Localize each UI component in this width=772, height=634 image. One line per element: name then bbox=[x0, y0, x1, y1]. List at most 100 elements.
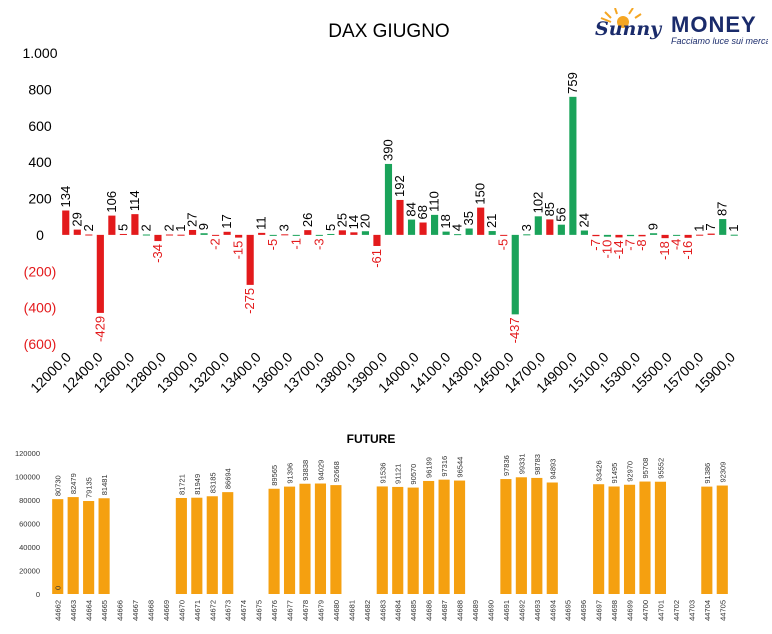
dax-data-label: 7 bbox=[703, 223, 718, 230]
future-data-label: 80730 bbox=[54, 475, 63, 496]
dax-bar bbox=[327, 233, 335, 235]
dax-bar bbox=[603, 234, 612, 237]
future-bar bbox=[222, 492, 234, 594]
dax-bar bbox=[500, 234, 508, 236]
future-data-label: 99331 bbox=[517, 453, 526, 474]
dax-data-label: -10 bbox=[599, 240, 614, 259]
future-bar bbox=[515, 477, 527, 594]
dax-data-label: 27 bbox=[185, 212, 200, 226]
future-bar bbox=[67, 497, 79, 594]
dax-bar bbox=[223, 231, 231, 235]
dax-chart: DAX GIUGNO 1.000 800 600 400 200 0 (200) (400) (… bbox=[22, 21, 741, 396]
dax-data-label: 1 bbox=[726, 224, 741, 231]
dax-data-label: 20 bbox=[357, 214, 372, 228]
dax-data-labels: 134292-42910651142-3421279-217-15-27511-… bbox=[58, 72, 741, 343]
future-data-label: 91386 bbox=[703, 463, 712, 484]
future-x-tick-label: 44662 bbox=[54, 600, 63, 621]
future-x-tick-label: 44688 bbox=[456, 600, 465, 621]
future-data-label: 97836 bbox=[502, 455, 511, 476]
future-x-tick-label: 44690 bbox=[486, 600, 495, 621]
future-y-tick-label: 20000 bbox=[19, 567, 40, 576]
dax-bar bbox=[96, 234, 104, 313]
future-data-label: 96199 bbox=[425, 457, 434, 478]
future-y-tick-label: 60000 bbox=[19, 520, 40, 529]
future-x-tick-label: 44698 bbox=[610, 600, 619, 621]
dax-y-tick-label: 600 bbox=[28, 118, 52, 134]
future-x-tick-label: 44679 bbox=[316, 600, 325, 621]
future-bar bbox=[639, 481, 651, 594]
future-bar bbox=[593, 484, 605, 594]
dax-data-label: -437 bbox=[507, 317, 522, 343]
dax-data-label: 2 bbox=[138, 224, 153, 231]
dax-data-label: -3 bbox=[311, 238, 326, 250]
dax-data-label: 17 bbox=[219, 214, 234, 228]
dax-bar bbox=[626, 234, 635, 237]
future-x-tick-label: 44699 bbox=[626, 600, 635, 621]
future-x-tick-label: 44683 bbox=[378, 600, 387, 621]
dax-bar bbox=[696, 234, 704, 236]
future-y-tick-label: 0 bbox=[36, 590, 40, 599]
dax-bar bbox=[684, 234, 692, 238]
sun-icon bbox=[600, 8, 642, 28]
future-data-labels: 80730 82479 79135 81481 81721 81949 83185 86694… bbox=[54, 453, 728, 590]
future-y-tick-label: 80000 bbox=[19, 496, 40, 505]
future-x-tick-label: 44669 bbox=[162, 600, 171, 621]
dax-data-label: 2 bbox=[81, 224, 96, 231]
dax-data-label: 3 bbox=[277, 224, 292, 231]
future-x-tick-label: 44696 bbox=[579, 600, 588, 621]
dax-bar bbox=[396, 199, 404, 235]
dax-data-label: -34 bbox=[150, 244, 165, 263]
dax-bar bbox=[200, 233, 208, 235]
future-bar bbox=[716, 485, 728, 594]
dax-bar bbox=[212, 234, 220, 236]
future-inner-label: 0 bbox=[54, 586, 63, 590]
dax-data-label: -15 bbox=[231, 241, 246, 260]
dax-bar bbox=[592, 234, 600, 237]
future-data-label: 91495 bbox=[610, 463, 619, 484]
future-x-tick-label: 44673 bbox=[224, 600, 233, 621]
future-data-label: 81481 bbox=[100, 474, 109, 495]
future-data-label: 92309 bbox=[718, 462, 727, 483]
dax-data-label: -61 bbox=[369, 249, 384, 268]
future-x-tick-label: 44693 bbox=[533, 600, 542, 621]
dax-data-label: 3 bbox=[519, 224, 534, 231]
future-data-label: 98783 bbox=[533, 454, 542, 475]
dax-bar bbox=[523, 234, 531, 236]
future-bar bbox=[98, 498, 110, 594]
future-x-tick-label: 44681 bbox=[347, 600, 356, 621]
dax-bar bbox=[361, 231, 369, 235]
dax-data-label: 150 bbox=[473, 183, 488, 205]
dax-bar bbox=[304, 230, 312, 235]
dax-bar bbox=[477, 207, 485, 235]
dax-data-label: 24 bbox=[576, 213, 591, 227]
future-bar bbox=[376, 486, 388, 594]
dax-y-tick-label: 200 bbox=[28, 191, 52, 207]
dax-data-label: 14 bbox=[346, 215, 361, 229]
dax-data-label: 390 bbox=[380, 139, 395, 161]
future-x-tick-label: 44705 bbox=[718, 600, 727, 621]
dax-bar bbox=[292, 234, 300, 236]
dax-data-label: -2 bbox=[208, 238, 223, 250]
dax-data-label: 759 bbox=[565, 72, 580, 94]
future-chart: FUTURE 120000 100000 80000 60000 40000 20000 0… bbox=[15, 432, 728, 621]
future-bar bbox=[314, 483, 327, 594]
future-data-label: 95552 bbox=[656, 458, 665, 479]
future-data-label: 91121 bbox=[394, 464, 403, 484]
future-x-tick-label: 44689 bbox=[471, 600, 480, 621]
dax-bar bbox=[384, 163, 393, 235]
future-data-label: 81949 bbox=[193, 474, 202, 495]
dax-data-label: 25 bbox=[334, 213, 349, 227]
dax-data-label: 106 bbox=[104, 191, 119, 213]
dax-bar bbox=[165, 234, 174, 236]
future-data-label: 93426 bbox=[595, 460, 604, 481]
dax-data-label: 1 bbox=[173, 224, 188, 231]
future-bar bbox=[407, 487, 419, 594]
dax-data-label: 68 bbox=[415, 205, 430, 219]
logo-brand-word: MONEY bbox=[671, 12, 757, 37]
logo-tagline: Facciamo luce sui mercati bbox=[671, 36, 768, 46]
future-x-tick-label: 44692 bbox=[517, 600, 526, 621]
dax-data-label: 84 bbox=[404, 202, 419, 216]
dax-bar bbox=[534, 216, 542, 235]
future-x-tick-label: 44675 bbox=[255, 600, 264, 621]
future-x-tick-label: 44674 bbox=[239, 600, 248, 621]
